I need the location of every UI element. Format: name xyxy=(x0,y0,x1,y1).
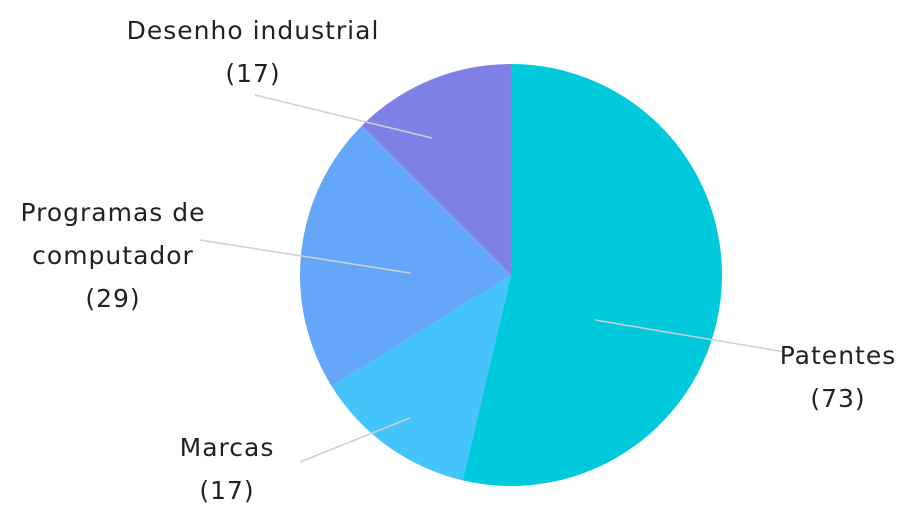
pie-slice xyxy=(462,64,723,486)
slice-label: Programas de computador (29) xyxy=(0,191,226,320)
category-name: Marcas xyxy=(179,433,275,462)
pie-slice xyxy=(361,64,511,275)
category-name: Patentes xyxy=(779,341,897,370)
pie-slice xyxy=(331,275,511,481)
leader-line xyxy=(199,239,411,274)
slice-label: Patentes (73) xyxy=(728,334,918,420)
slice-label: Marcas (17) xyxy=(117,426,337,512)
value-label: (17) xyxy=(199,476,255,505)
slice-label: Desenho industrial (17) xyxy=(93,9,413,95)
value-label: (29) xyxy=(85,284,141,313)
value-label: (73) xyxy=(810,384,866,413)
leader-line xyxy=(594,319,786,353)
leader-line xyxy=(254,94,433,139)
pie-slice xyxy=(300,125,511,387)
category-name: Desenho industrial xyxy=(126,16,380,45)
leader-line xyxy=(299,417,411,463)
value-label: (17) xyxy=(225,59,281,88)
category-name: Programas de computador xyxy=(20,198,206,270)
